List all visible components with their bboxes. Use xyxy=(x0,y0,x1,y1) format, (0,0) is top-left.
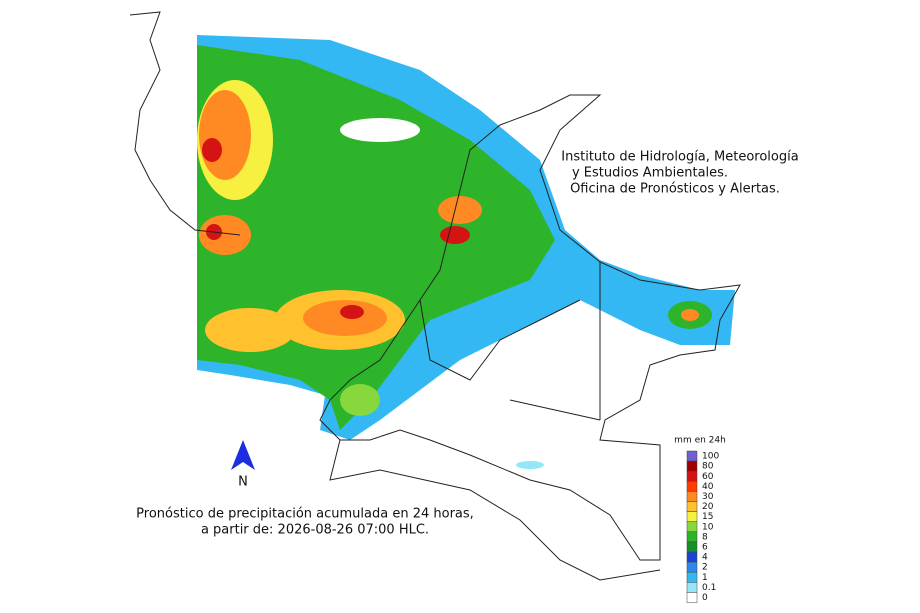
caption-line: Pronóstico de precipitación acumulada en… xyxy=(136,507,474,522)
legend-label: 8 xyxy=(702,532,708,542)
heavy-rain-area xyxy=(681,309,699,321)
precipitation-field xyxy=(197,35,735,469)
legend-label: 15 xyxy=(702,512,713,522)
legend-swatch xyxy=(686,551,698,563)
legend-swatch xyxy=(686,501,698,512)
legend-label: 80 xyxy=(702,462,714,472)
heavy-rain-area xyxy=(199,90,251,180)
north-arrow xyxy=(231,440,255,470)
legend-swatch xyxy=(686,521,698,533)
header-line: Instituto de Hidrología, Meteorología xyxy=(561,150,798,165)
legend-label: 2 xyxy=(702,563,708,573)
legend-label: 10 xyxy=(702,522,714,532)
very-heavy-rain-area xyxy=(440,226,470,244)
north-label: N xyxy=(238,475,248,490)
legend-label: 0 xyxy=(702,593,708,603)
legend-label: 30 xyxy=(702,492,714,502)
caption-line: a partir de: 2026-08-26 07:00 HLC. xyxy=(201,523,429,538)
legend-swatch xyxy=(686,592,698,603)
header-line: y Estudios Ambientales. xyxy=(572,166,728,181)
legend-swatch xyxy=(686,460,698,472)
legend-swatch xyxy=(686,541,698,553)
legend-swatch xyxy=(686,470,698,482)
legend-swatch xyxy=(686,511,698,522)
moderate-rain-area xyxy=(340,384,380,416)
header-line: Oficina de Pronósticos y Alertas. xyxy=(570,182,780,197)
very-heavy-rain-area xyxy=(340,305,364,319)
legend-label: 40 xyxy=(702,482,714,492)
legend-label: 20 xyxy=(702,502,714,512)
legend-label: 4 xyxy=(702,553,708,563)
very-heavy-rain-area xyxy=(202,138,222,162)
legend-label: 6 xyxy=(702,542,708,552)
dry-area xyxy=(340,118,420,142)
heavy-rain-area xyxy=(438,196,482,224)
legend-swatch xyxy=(686,450,698,462)
light-rain-area xyxy=(516,461,544,469)
legend-title: mm en 24h xyxy=(674,436,726,446)
borders xyxy=(129,11,741,581)
legend-label: 1 xyxy=(702,573,708,583)
heavy-rain-area xyxy=(303,300,387,336)
legend-label: 60 xyxy=(702,472,714,482)
legend-swatch xyxy=(686,571,698,583)
legend-label: 100 xyxy=(702,452,719,462)
legend-swatch xyxy=(686,531,698,543)
legend-swatch xyxy=(686,582,698,593)
legend-swatch xyxy=(686,491,698,502)
legend-swatch xyxy=(686,561,698,573)
legend-label: 0.1 xyxy=(702,583,716,593)
legend-swatch xyxy=(686,481,698,492)
heavy-rain-area xyxy=(205,308,295,352)
